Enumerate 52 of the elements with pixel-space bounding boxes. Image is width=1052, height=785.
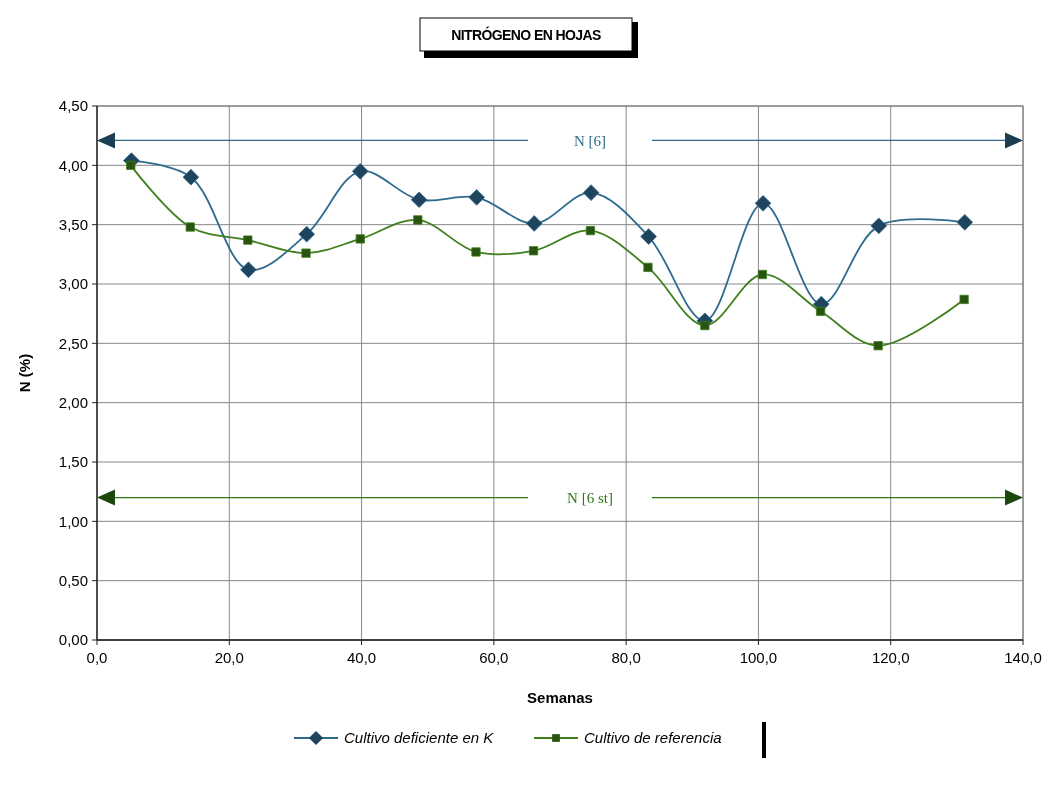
y-tick-label: 1,00 — [58, 512, 88, 530]
y-tick-label: 2,00 — [58, 393, 88, 411]
point — [413, 215, 423, 225]
point — [240, 261, 257, 279]
y-tick-label: 0,00 — [58, 631, 88, 649]
point — [301, 248, 311, 258]
chart-title: NITRÓGENO EN HOJAS — [451, 26, 601, 43]
x-tick-label: 0,0 — [86, 649, 108, 666]
point — [816, 306, 826, 316]
point — [873, 341, 883, 351]
y-tick-label: 1,50 — [58, 453, 88, 471]
point — [126, 160, 136, 170]
point — [471, 247, 481, 257]
point — [754, 195, 772, 212]
y-tick-label: 4,50 — [58, 97, 88, 115]
point — [585, 226, 596, 236]
point — [468, 189, 485, 206]
point — [298, 225, 315, 243]
x-tick-label: 80,0 — [611, 649, 641, 666]
x-axis-title: Semanas — [527, 689, 593, 706]
point — [700, 320, 710, 331]
point — [355, 234, 365, 244]
point — [870, 217, 888, 235]
point — [525, 215, 543, 232]
point — [959, 294, 969, 305]
y-axis-title: N (%) — [16, 353, 33, 393]
point — [582, 184, 600, 201]
point — [757, 269, 767, 280]
point — [956, 214, 974, 231]
point — [351, 163, 369, 180]
y-tick-label: 3,50 — [58, 215, 88, 233]
y-tick-label: 4,00 — [58, 156, 88, 174]
x-tick-label: 120,0 — [871, 649, 910, 666]
y-tick-label: 2,50 — [58, 334, 88, 352]
x-tick-label: 60,0 — [479, 649, 509, 666]
point — [643, 262, 653, 272]
x-tick-label: 40,0 — [346, 649, 377, 666]
x-tick-label: 20,0 — [214, 649, 244, 666]
point — [182, 168, 200, 186]
point — [243, 235, 253, 245]
ref-line-label: N [6] — [573, 132, 607, 149]
legend-label: Cultivo deficiente en K — [344, 729, 495, 747]
point — [185, 222, 195, 232]
point — [528, 246, 539, 256]
point — [640, 228, 657, 245]
x-tick-label: 140,0 — [1004, 649, 1042, 666]
ref-line-label: N [6 st] — [567, 489, 613, 506]
y-tick-label: 3,00 — [58, 275, 88, 293]
y-tick-label: 0,50 — [58, 571, 88, 589]
legend-label: Cultivo de referencia — [584, 729, 722, 747]
point — [410, 191, 428, 209]
x-tick-label: 100,0 — [739, 649, 778, 666]
